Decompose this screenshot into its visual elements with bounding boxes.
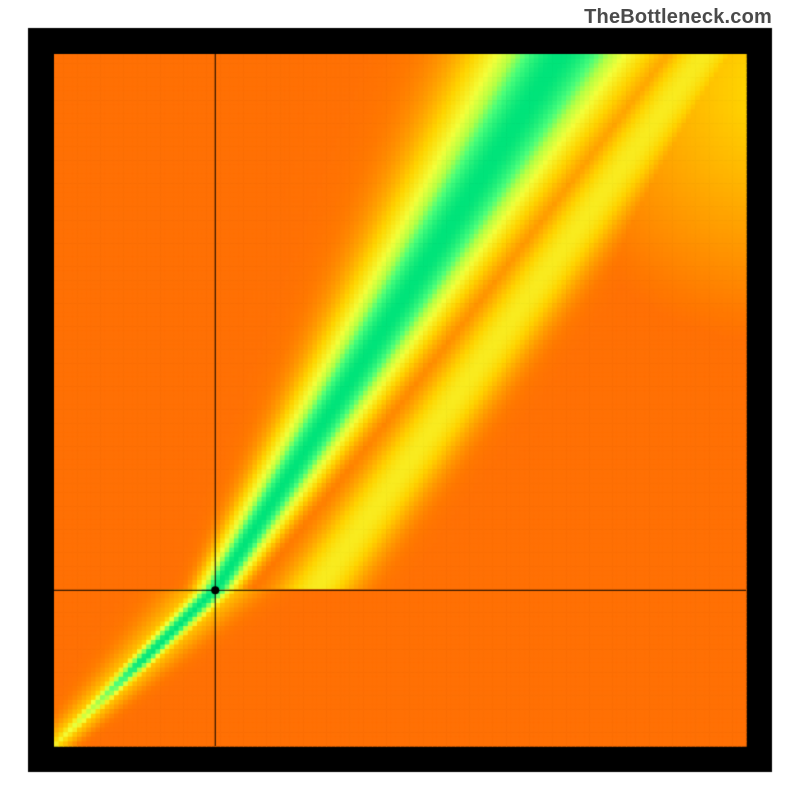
watermark-text: TheBottleneck.com (584, 6, 772, 29)
chart-container: TheBottleneck.com (0, 0, 800, 800)
heatmap-canvas (0, 0, 800, 800)
